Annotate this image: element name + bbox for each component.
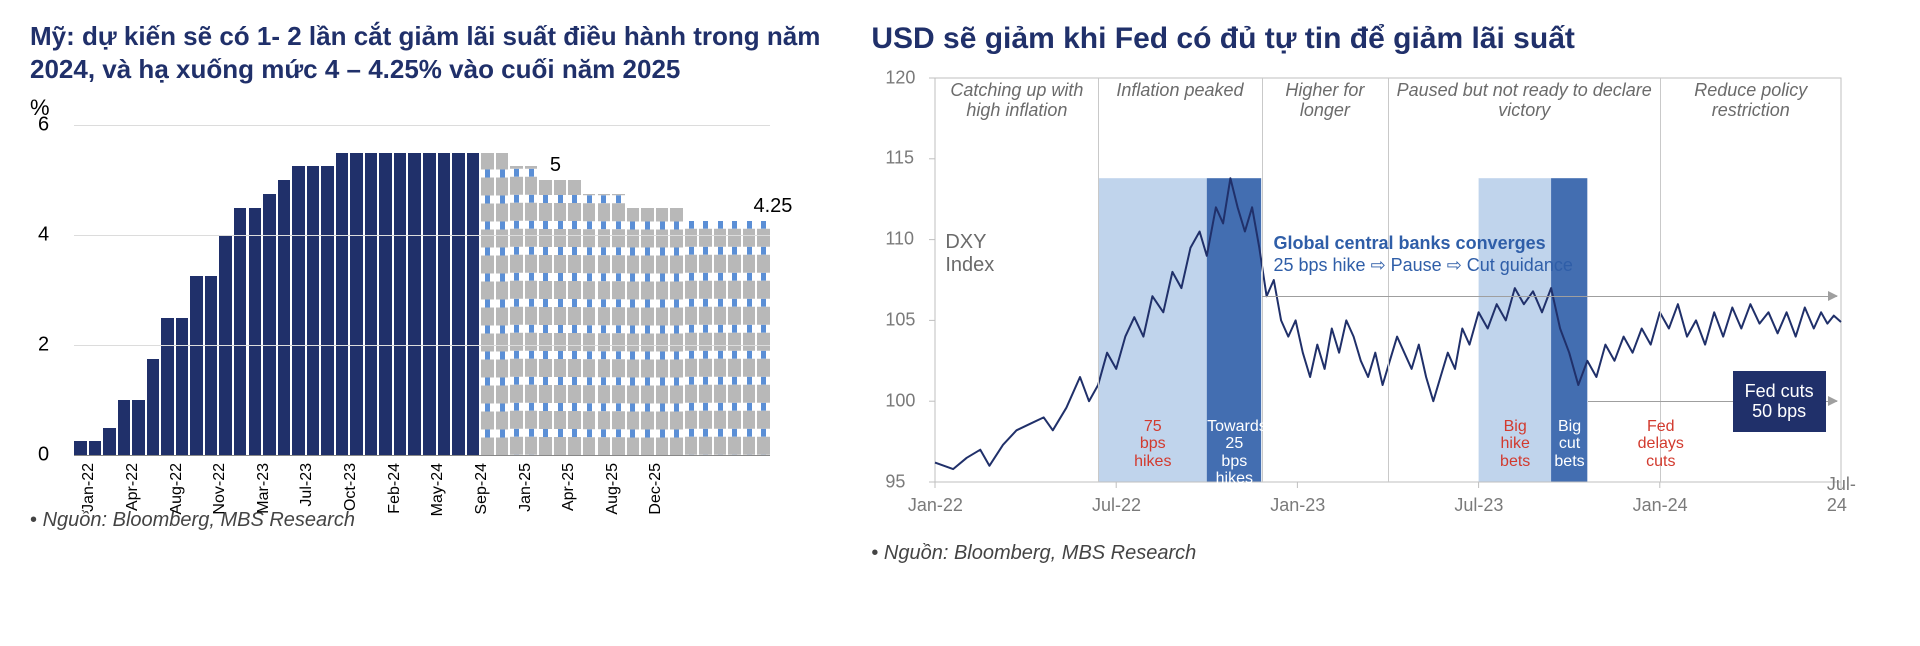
actual-bar	[132, 400, 145, 455]
x-tick-label: Jul-24	[1827, 474, 1856, 516]
forecast-bar	[568, 180, 581, 455]
actual-bar	[263, 194, 276, 455]
actual-bar	[336, 153, 349, 456]
actual-bar	[438, 153, 451, 456]
gridline	[74, 125, 770, 126]
x-tick-label: Jan-23	[1270, 495, 1325, 516]
gridline	[74, 345, 770, 346]
forecast-bar	[656, 208, 669, 456]
y-tick-label: 110	[885, 229, 914, 250]
value-callout: 5	[550, 154, 561, 177]
actual-bar	[176, 318, 189, 456]
left-source: Nguồn: Bloomberg, MBS Research	[30, 509, 821, 532]
forecast-bar	[743, 221, 756, 455]
actual-bar	[234, 208, 247, 456]
fed-delays-label: Feddelayscuts	[1606, 418, 1716, 471]
line-chart: 95 100 105 110 115 120 Jan-22 Jul-22 Jan-23 Jul-2…	[871, 68, 1851, 528]
phase-bottom-label: Bighikebets	[1479, 418, 1551, 471]
gridline	[74, 235, 770, 236]
forecast-bar	[670, 208, 683, 456]
forecast-bar	[714, 221, 727, 455]
right-source: Nguồn: Bloomberg, MBS Research	[871, 542, 1910, 565]
actual-bar	[379, 153, 392, 456]
axis-title: DXYIndex	[945, 231, 994, 277]
actual-bar	[74, 441, 87, 455]
actual-bar	[278, 180, 291, 455]
forecast-bar	[583, 194, 596, 455]
phase-separator	[1388, 78, 1389, 482]
forecast-bar	[525, 166, 538, 455]
y-tick-label: 0	[38, 444, 49, 467]
left-title: Mỹ: dự kiến sẽ có 1- 2 lần cắt giảm lãi …	[30, 20, 821, 85]
forecast-bar	[757, 221, 770, 455]
y-tick-label: 2	[38, 334, 49, 357]
forecast-bar	[510, 166, 523, 455]
bar-plot-area: 0246Jan-22Apr-22Aug-22Nov-22Mar-23Jul-23…	[74, 125, 770, 455]
right-title: USD sẽ giảm khi Fed có đủ tự tin để giảm…	[871, 20, 1910, 58]
phase-header: Inflation peaked	[1098, 80, 1261, 101]
y-tick-label: 95	[885, 471, 905, 492]
y-tick-label: 4	[38, 224, 49, 247]
line-plot-area: 95100105110115120Jan-22Jul-22Jan-23Jul-2…	[935, 78, 1841, 482]
actual-bar	[103, 428, 116, 456]
actual-bar	[408, 153, 421, 456]
forecast-bar	[685, 221, 698, 455]
bar-chart: 0246Jan-22Apr-22Aug-22Nov-22Mar-23Jul-23…	[30, 115, 770, 495]
actual-bar	[249, 208, 262, 456]
x-tick-label: Jan-24	[1633, 495, 1688, 516]
x-tick-label: Jul-22	[1092, 495, 1141, 516]
convergence-note: Global central banks converges25 bps hik…	[1274, 233, 1573, 276]
phase-header: Catching up with high inflation	[935, 80, 1098, 121]
y-tick-label: 115	[885, 148, 914, 169]
value-callout: 4.25	[753, 195, 792, 218]
actual-bar	[467, 153, 480, 456]
actual-bar	[89, 441, 102, 455]
phase-bottom-label: Bigcutbets	[1551, 418, 1587, 471]
actual-bar	[452, 153, 465, 456]
actual-bar	[147, 359, 160, 455]
left-panel: Mỹ: dự kiến sẽ có 1- 2 lần cắt giảm lãi …	[0, 0, 831, 646]
actual-bar	[307, 166, 320, 455]
forecast-bar	[539, 180, 552, 455]
y-tick-label: 120	[885, 67, 915, 88]
actual-bar	[292, 166, 305, 455]
actual-bar	[350, 153, 363, 456]
forecast-bar	[728, 221, 741, 455]
y-tick-label: 100	[885, 390, 915, 411]
phase-header: Reduce policy restriction	[1660, 80, 1841, 121]
fed-cuts-box: Fed cuts 50 bps	[1733, 371, 1826, 432]
bars-container	[74, 125, 770, 455]
actual-bar	[321, 166, 334, 455]
forecast-bar	[481, 153, 494, 456]
actual-bar	[118, 400, 131, 455]
actual-bar	[394, 153, 407, 456]
actual-bar	[423, 153, 436, 456]
phase-header: Paused but not ready to declare victory	[1388, 80, 1660, 121]
forecast-bar	[554, 180, 567, 455]
forecast-bar	[612, 194, 625, 455]
forecast-bar	[699, 221, 712, 455]
forecast-bar	[641, 208, 654, 456]
phase-header: Higher for longer	[1262, 80, 1389, 121]
page: Mỹ: dự kiến sẽ có 1- 2 lần cắt giảm lãi …	[0, 0, 1920, 646]
actual-bar	[365, 153, 378, 456]
forecast-bar	[627, 208, 640, 456]
forecast-bar	[496, 153, 509, 456]
phase-bottom-label: Towards25bpshikes	[1207, 418, 1261, 488]
right-panel: USD sẽ giảm khi Fed có đủ tự tin để giảm…	[831, 0, 1920, 646]
y-tick-label: 6	[38, 114, 49, 137]
forecast-bar	[598, 194, 611, 455]
y-tick-label: 105	[885, 309, 915, 330]
actual-bar	[161, 318, 174, 456]
actual-bar	[205, 276, 218, 455]
x-tick-label: Jul-23	[1454, 495, 1503, 516]
phase-bottom-label: 75bpshikes	[1098, 418, 1207, 471]
arrow	[1262, 296, 1838, 297]
x-tick-label: Jan-22	[908, 495, 963, 516]
actual-bar	[190, 276, 203, 455]
